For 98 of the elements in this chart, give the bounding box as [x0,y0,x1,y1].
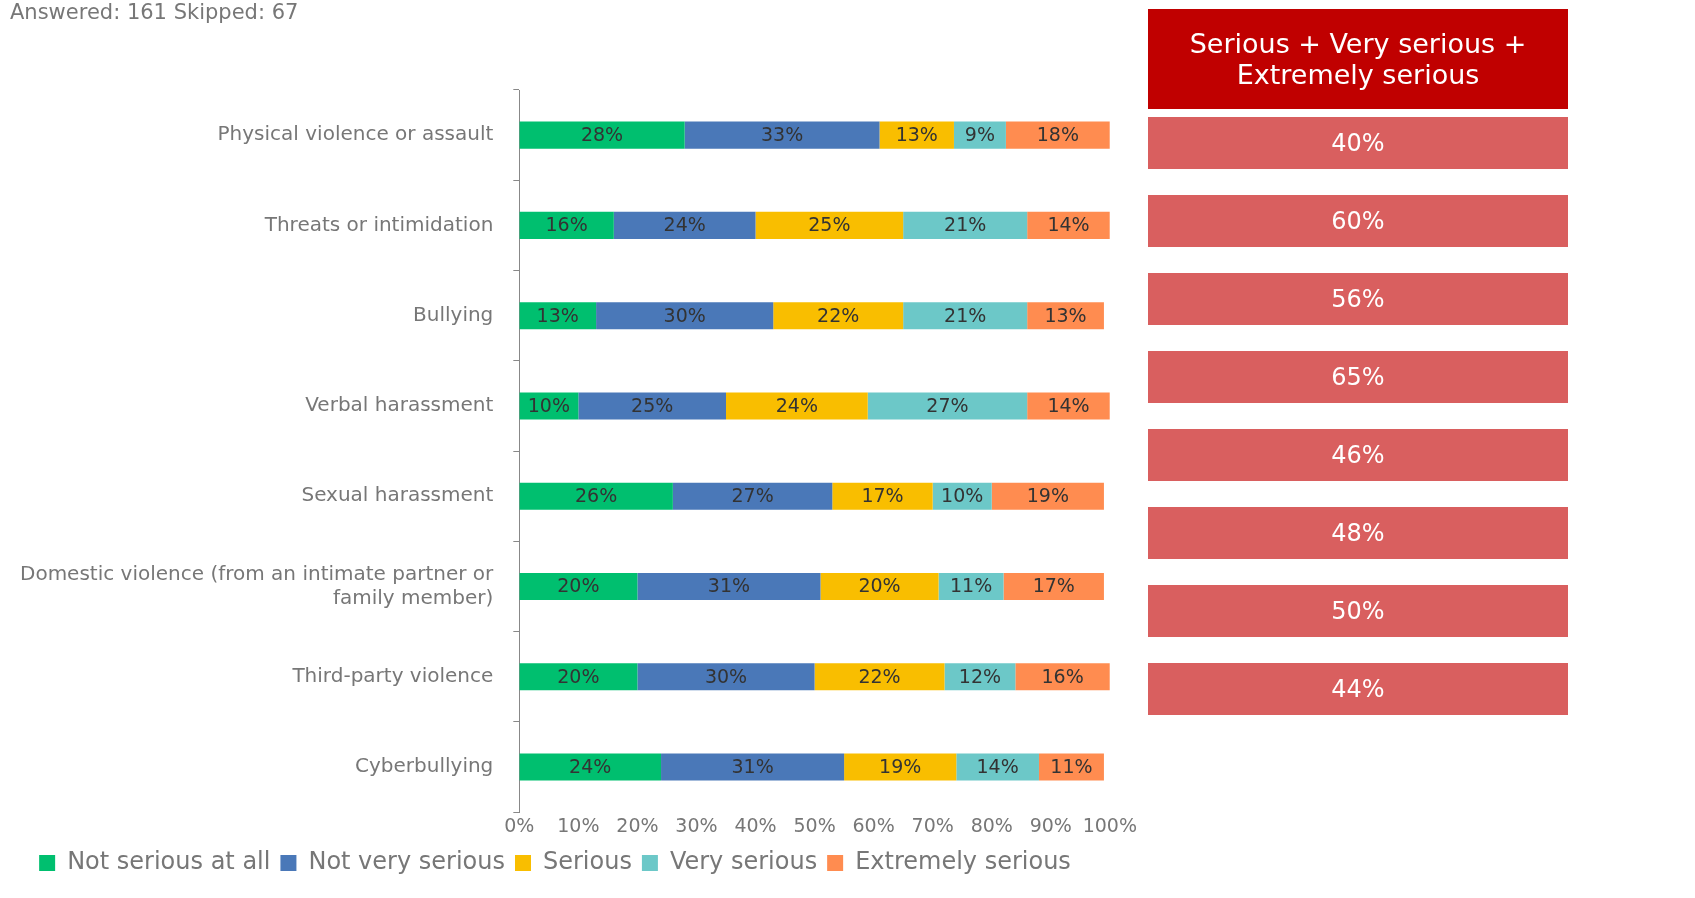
data-label: 14% [1047,393,1090,416]
data-label: 18% [1036,123,1079,146]
data-label: 27% [731,484,774,507]
x-tick-label: 10% [557,813,600,836]
text: 40% [1148,117,1568,169]
x-tick-label: 30% [675,813,718,836]
data-label: 27% [926,393,969,416]
bar [684,121,880,149]
data-label: 22% [858,664,901,687]
bar [519,753,662,781]
data-label: 30% [704,664,748,687]
text: Serious + Very serious + Extremely serious [1148,9,1568,109]
bar [903,211,1028,239]
data-label: 14% [976,755,1019,777]
text: 65% [1148,351,1568,403]
legend-label: Serious [542,847,632,876]
data-label: 21% [944,213,987,236]
data-label: 25% [808,213,851,236]
bar [844,753,957,781]
data-label: 12% [958,664,1002,687]
bar [867,392,1028,420]
y-tick-label: Third-party violence [291,662,494,687]
bar [613,211,756,239]
x-tick-label: 70% [911,813,954,836]
data-label: 16% [1041,664,1084,687]
y-tick-label: Domestic violence (from an intimate partner or family member) [19,560,495,609]
data-label: 24% [663,213,706,236]
legend-label: Not serious at all [67,847,271,876]
text: 44% [1148,663,1568,715]
bar [755,211,904,239]
data-label: 25% [631,393,674,416]
data-label: 21% [944,303,987,326]
data-label: 13% [895,123,938,146]
data-label: 26% [574,484,618,507]
x-tick-label: 0% [504,813,535,836]
data-label: 17% [1032,574,1075,597]
legend-label: Very serious [669,847,818,876]
bar [832,482,933,510]
bar [578,392,726,420]
data-label: 16% [545,213,588,236]
data-label: 24% [775,393,818,416]
data-label: 13% [1044,303,1087,326]
text: 56% [1148,273,1568,325]
legend-label: Not very serious [308,847,505,876]
data-label: 11% [1050,755,1093,777]
data-label: 19% [1026,484,1069,507]
bar [637,663,815,691]
bar [637,572,821,601]
data-label: 22% [817,303,860,326]
bar [773,302,904,330]
data-label: 20% [557,664,600,687]
text: 46% [1148,429,1568,481]
y-tick-label: Sexual harassment [301,482,494,507]
data-label: 10% [527,393,570,416]
data-label: 11% [949,574,993,597]
data-label: 31% [707,574,751,597]
bar [726,392,868,420]
bar [820,572,939,601]
x-tick-label: 60% [852,813,895,836]
bar [661,753,845,781]
text: Answered: 161 Skipped: 67 [10,0,299,24]
data-label: 30% [663,303,706,326]
x-tick-label: 80% [970,813,1013,836]
text: 50% [1148,585,1568,637]
x-tick-label: 50% [793,813,836,836]
data-label: 31% [731,755,774,777]
bar [1027,392,1110,420]
bar [1003,572,1104,601]
data-label: 33% [760,123,804,146]
data-label: 10% [941,484,984,507]
bar [991,482,1104,510]
y-tick-label: Threats or intimidation [263,211,494,236]
bar [814,663,945,691]
y-tick-label: Physical violence or assault [217,121,494,146]
data-label: 20% [858,574,901,597]
bar [672,482,833,510]
data-label: 9% [964,123,995,146]
legend-label: Extremely serious [855,847,1071,876]
x-tick-label: 100% [1082,813,1137,836]
y-tick-label: Bullying [413,301,494,326]
data-label: 28% [580,123,624,146]
bar [596,302,774,330]
x-tick-label: 90% [1029,813,1072,836]
data-label: 17% [861,484,904,507]
text: 48% [1148,507,1568,559]
bar [519,482,673,510]
data-label: 13% [536,303,579,326]
x-tick-label: 20% [616,813,659,836]
bar [519,121,685,149]
x-tick-label: 40% [734,813,777,836]
text: 60% [1148,195,1568,247]
bar [903,302,1028,330]
data-label: 19% [879,755,922,777]
data-label: 20% [557,574,600,597]
data-label: 14% [1047,213,1090,236]
y-tick-label: Verbal harassment [305,392,494,417]
data-label: 24% [569,755,612,777]
y-tick-label: Cyberbullying [355,753,494,778]
